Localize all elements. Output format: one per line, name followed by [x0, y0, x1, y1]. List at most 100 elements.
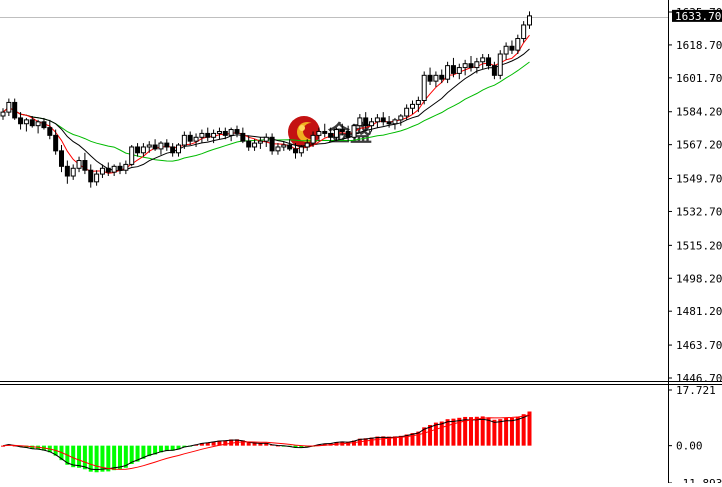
candle-body — [427, 74, 433, 82]
candle-body — [333, 129, 339, 138]
candle — [252, 139, 258, 151]
macd-bar — [293, 445, 298, 448]
macd-bar — [498, 419, 503, 446]
candle — [228, 127, 234, 142]
macd-bar — [118, 445, 122, 470]
macd-bar — [77, 445, 82, 468]
candle — [176, 143, 181, 157]
candle-body — [111, 165, 117, 173]
candle — [374, 114, 380, 128]
candle-body — [263, 136, 269, 142]
candle — [164, 139, 170, 151]
macd-axis: 17.721 0.00 -11.893 — [668, 384, 722, 487]
macd-bar — [182, 445, 187, 448]
candle-body — [105, 167, 111, 173]
macd-bar — [457, 417, 462, 446]
macd-bar — [123, 445, 128, 468]
macd-bar — [422, 427, 427, 446]
macd-bar — [375, 436, 380, 446]
candle — [99, 164, 105, 178]
macd-tick-label: 17.721 — [676, 384, 716, 397]
candle-body — [474, 61, 480, 69]
candle — [304, 139, 310, 151]
candle-body — [398, 115, 404, 121]
price-tick-label: 1446.70 — [676, 372, 722, 385]
candle — [445, 61, 451, 84]
candle-body — [164, 142, 170, 148]
candle-body — [275, 146, 281, 152]
candle — [41, 117, 47, 130]
macd-bar — [240, 440, 245, 446]
macd-bar — [153, 445, 158, 455]
macd-bar — [82, 445, 87, 470]
candle-body — [187, 134, 193, 142]
candle — [415, 96, 421, 113]
macd-bar — [229, 439, 234, 446]
macd-bar — [158, 445, 163, 453]
price-tick-label: 1532.70 — [676, 205, 722, 218]
candle-body — [18, 117, 24, 125]
macd-bar — [112, 445, 117, 471]
candle-body — [410, 103, 415, 109]
candle — [527, 11, 532, 29]
candle-body — [140, 146, 146, 154]
candle — [410, 100, 415, 115]
candle — [234, 125, 240, 138]
macd-bar — [509, 417, 514, 446]
candle-body — [339, 129, 345, 132]
macd-bar — [211, 441, 216, 446]
candle-body — [53, 134, 59, 152]
price-tick-label: 1515.20 — [676, 239, 722, 252]
macd-bar — [24, 445, 29, 448]
candle — [129, 145, 135, 167]
candle-body — [257, 140, 263, 144]
candle-body — [380, 117, 386, 123]
candle-body — [404, 107, 410, 117]
macd-bar — [18, 445, 23, 448]
candle-body — [12, 101, 18, 119]
candle — [53, 129, 59, 155]
macd-bar — [305, 445, 310, 448]
candle-body — [450, 65, 456, 74]
candle — [509, 40, 515, 55]
macd-bar — [527, 411, 532, 446]
price-tick-label: 1584.20 — [676, 106, 722, 119]
candle — [269, 133, 275, 155]
macd-bar — [246, 441, 251, 446]
macd-bar — [71, 445, 76, 468]
macd-bar — [480, 416, 485, 446]
macd-bar — [492, 419, 497, 446]
macd-bar — [252, 442, 257, 446]
candle — [392, 117, 398, 130]
macd-bar — [369, 437, 374, 446]
candle — [287, 139, 293, 151]
macd-bar — [129, 445, 134, 465]
candle — [12, 98, 18, 120]
candle-body — [503, 45, 509, 55]
candle — [357, 114, 363, 130]
candle-body — [199, 132, 205, 138]
macd-bar — [486, 417, 491, 446]
macd-bar — [404, 434, 409, 446]
candle-body — [369, 121, 375, 127]
price-tick-label: 1567.20 — [676, 139, 722, 152]
candle-body — [462, 63, 468, 69]
candle-body — [269, 136, 275, 152]
candle-body — [439, 74, 445, 80]
candle — [170, 143, 176, 157]
candle — [351, 123, 357, 140]
candle — [240, 127, 246, 144]
candle-body — [374, 117, 380, 123]
candle — [94, 170, 100, 186]
candle — [345, 125, 351, 142]
candle — [281, 141, 287, 151]
macd-bar — [381, 436, 386, 446]
candle — [456, 63, 462, 80]
candle-body — [94, 173, 100, 183]
candle-body — [316, 130, 322, 136]
macd-bar — [106, 445, 111, 472]
macd-bar — [469, 417, 473, 446]
candle-body — [491, 65, 497, 76]
candle — [363, 112, 369, 130]
candle-body — [176, 144, 181, 154]
